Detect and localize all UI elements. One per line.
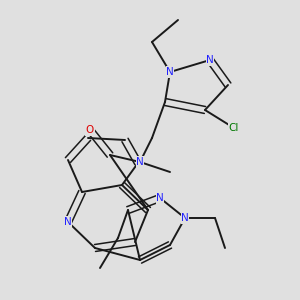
- Text: Cl: Cl: [229, 123, 239, 133]
- Text: N: N: [181, 213, 189, 223]
- Text: N: N: [166, 67, 174, 77]
- Text: N: N: [64, 217, 72, 227]
- Text: O: O: [86, 125, 94, 135]
- Text: N: N: [206, 55, 214, 65]
- Text: N: N: [156, 193, 164, 203]
- Text: N: N: [136, 157, 144, 167]
